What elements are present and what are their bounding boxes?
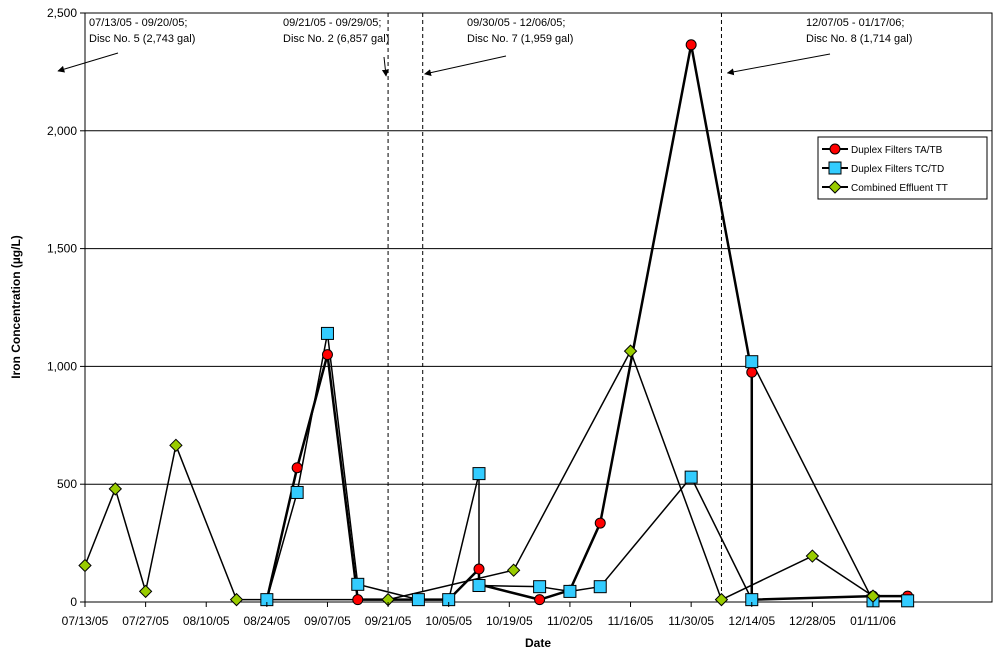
data-point bbox=[169, 438, 183, 453]
data-point bbox=[78, 558, 92, 573]
data-point bbox=[746, 366, 758, 378]
period-arrow bbox=[381, 56, 389, 77]
period-arrow bbox=[57, 52, 119, 73]
legend-marker bbox=[828, 180, 842, 194]
y-tick-label: 1,500 bbox=[47, 242, 77, 256]
period-label: 09/30/05 - 12/06/05; bbox=[467, 17, 565, 29]
data-point bbox=[291, 462, 303, 474]
data-point bbox=[229, 592, 244, 607]
period-label: Disc No. 5 (2,743 gal) bbox=[89, 33, 195, 45]
data-point bbox=[745, 355, 759, 369]
period-label: 12/07/05 - 01/17/06; bbox=[806, 17, 904, 29]
period-arrow bbox=[726, 53, 831, 76]
data-point bbox=[593, 580, 607, 594]
x-tick-label: 12/28/05 bbox=[789, 614, 836, 628]
series-line bbox=[266, 332, 908, 602]
data-point bbox=[533, 580, 547, 594]
x-tick-label: 11/16/05 bbox=[608, 614, 654, 628]
period-lines bbox=[387, 13, 722, 602]
data-point bbox=[473, 563, 485, 575]
period-label: Disc No. 7 (1,959 gal) bbox=[467, 33, 573, 45]
x-tick-label: 07/13/05 bbox=[62, 614, 109, 628]
series-markers-diamond bbox=[78, 344, 880, 607]
x-tick-label: 10/05/05 bbox=[425, 614, 472, 628]
data-point bbox=[714, 592, 729, 607]
data-point bbox=[472, 467, 486, 481]
data-point bbox=[534, 594, 546, 606]
data-point bbox=[685, 39, 697, 51]
y-tick-label: 2,000 bbox=[47, 124, 77, 138]
data-point bbox=[290, 485, 304, 499]
y-axis-ticks: 0 500 1,000 1,500 2,000 2,500 bbox=[47, 6, 85, 609]
data-point bbox=[594, 517, 606, 529]
x-tick-label: 08/10/05 bbox=[183, 614, 230, 628]
legend: Duplex Filters TA/TB Duplex Filters TC/TD… bbox=[817, 136, 988, 200]
data-point bbox=[351, 577, 365, 591]
data-point bbox=[352, 594, 364, 606]
x-tick-label: 01/11/06 bbox=[850, 614, 896, 628]
data-point bbox=[563, 584, 577, 598]
y-tick-label: 1,000 bbox=[47, 359, 77, 373]
plot-area: 07/13/05 - 09/20/05; Disc No. 5 (2,743 ga… bbox=[57, 12, 993, 608]
y-tick-label: 500 bbox=[57, 477, 77, 491]
data-point bbox=[411, 593, 425, 607]
x-tick-label: 12/14/05 bbox=[728, 614, 775, 628]
period-arrow bbox=[424, 55, 507, 77]
x-tick-label: 07/27/05 bbox=[122, 614, 169, 628]
period-label: 09/21/05 - 09/29/05; bbox=[283, 17, 381, 29]
y-tick-label: 0 bbox=[70, 595, 77, 609]
data-point bbox=[138, 584, 153, 599]
x-tick-label: 11/30/05 bbox=[668, 614, 714, 628]
y-tick-label: 2,500 bbox=[47, 6, 77, 20]
data-point bbox=[506, 563, 521, 577]
plot-background bbox=[84, 12, 993, 603]
data-point bbox=[321, 349, 333, 361]
x-axis-ticks: 07/13/05 07/27/05 08/10/05 08/24/05 09/07/05… bbox=[62, 602, 896, 628]
x-axis-title: Date bbox=[525, 636, 551, 650]
legend-marker bbox=[829, 143, 841, 155]
data-point bbox=[108, 482, 123, 496]
data-point bbox=[320, 326, 334, 340]
x-tick-label: 11/02/05 bbox=[547, 614, 593, 628]
legend-entry: Combined Effluent TT bbox=[851, 183, 948, 194]
data-point bbox=[684, 470, 698, 484]
legend-entry: Duplex Filters TA/TB bbox=[851, 145, 943, 156]
data-point bbox=[805, 549, 820, 563]
period-label: 07/13/05 - 09/20/05; bbox=[89, 17, 187, 29]
x-tick-label: 09/21/05 bbox=[365, 614, 412, 628]
legend-entry: Duplex Filters TC/TD bbox=[851, 164, 944, 175]
x-tick-label: 10/19/05 bbox=[486, 614, 533, 628]
series-layer bbox=[78, 39, 915, 608]
x-tick-label: 09/07/05 bbox=[304, 614, 351, 628]
data-point bbox=[901, 594, 915, 608]
grid-lines bbox=[85, 130, 992, 485]
data-point bbox=[623, 344, 638, 358]
annotations: 07/13/05 - 09/20/05; Disc No. 5 (2,743 ga… bbox=[57, 17, 912, 77]
x-tick-label: 08/24/05 bbox=[243, 614, 290, 628]
series-square bbox=[266, 332, 908, 602]
data-point bbox=[472, 579, 486, 593]
legend-marker bbox=[828, 161, 842, 175]
period-label: Disc No. 2 (6,857 gal) bbox=[283, 33, 389, 45]
period-label: Disc No. 8 (1,714 gal) bbox=[806, 33, 912, 45]
y-axis-title: Iron Concentration (µg/L) bbox=[9, 235, 23, 379]
